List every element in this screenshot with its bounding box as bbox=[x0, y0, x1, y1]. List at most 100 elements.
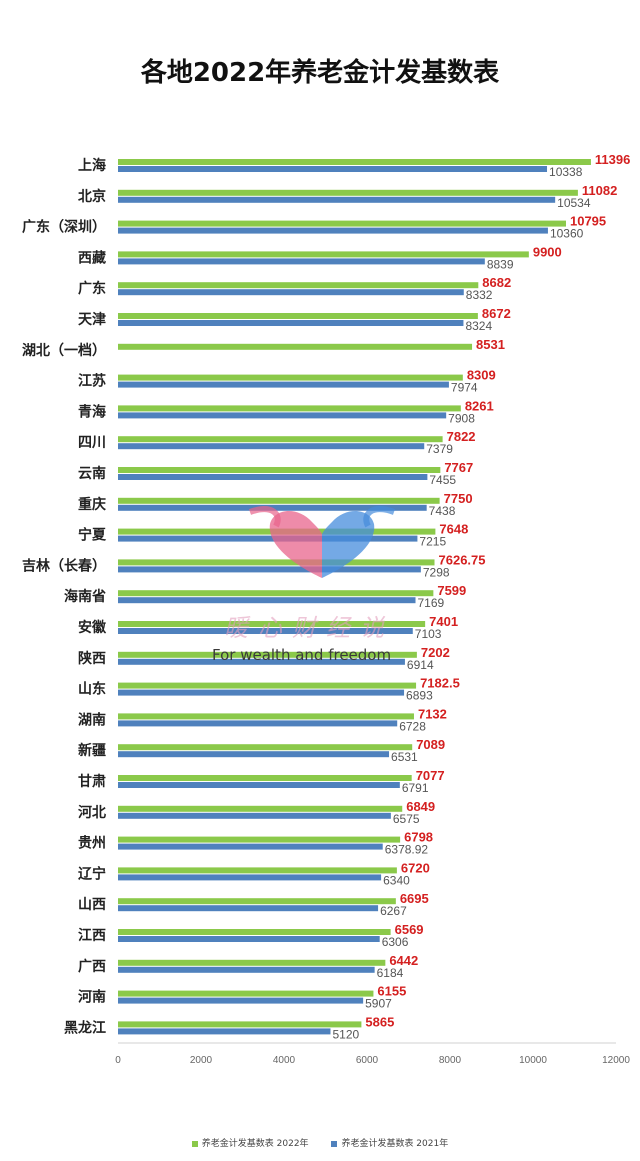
x-tick-label: 6000 bbox=[356, 1055, 379, 1066]
data-label-2022: 7626.75 bbox=[439, 552, 486, 567]
category-label: 山东 bbox=[78, 681, 106, 698]
bar-2021 bbox=[118, 751, 390, 758]
bar-2022 bbox=[118, 959, 386, 966]
data-label-2021: 6791 bbox=[402, 781, 429, 795]
bar-2021 bbox=[118, 196, 556, 203]
bar-2021 bbox=[118, 874, 382, 881]
category-label: 黑龙江 bbox=[64, 1019, 106, 1036]
category-label: 海南省 bbox=[64, 588, 106, 605]
bar-2022 bbox=[118, 590, 434, 597]
bar-2021 bbox=[118, 905, 379, 912]
category-label: 辽宁 bbox=[78, 865, 106, 882]
data-label-2022: 5865 bbox=[365, 1014, 394, 1029]
data-label-2021: 6306 bbox=[382, 935, 409, 949]
data-label-2022: 6442 bbox=[389, 953, 418, 968]
category-label: 贵州 bbox=[78, 835, 106, 852]
data-label-2022: 8261 bbox=[465, 398, 494, 413]
x-tick-label: 4000 bbox=[273, 1055, 296, 1066]
data-label-2021: 10360 bbox=[550, 227, 584, 241]
data-label-2022: 7599 bbox=[437, 583, 466, 598]
data-label-2021: 7438 bbox=[429, 504, 456, 518]
data-label-2022: 7401 bbox=[429, 614, 458, 629]
bar-2022 bbox=[118, 651, 417, 658]
category-label: 云南 bbox=[78, 465, 106, 482]
category-label: 湖南 bbox=[78, 711, 106, 728]
bar-2022 bbox=[118, 405, 461, 412]
bar-2022 bbox=[118, 836, 401, 843]
bar-2022 bbox=[118, 189, 578, 196]
bar-2022 bbox=[118, 313, 478, 319]
legend-label-2021: 养老金计发基数表 2021年 bbox=[341, 1139, 449, 1149]
bar-2022 bbox=[118, 867, 397, 874]
data-label-2022: 7648 bbox=[439, 522, 468, 537]
category-label: 广东 bbox=[78, 280, 106, 297]
data-label-2021: 7169 bbox=[418, 596, 445, 610]
data-label-2022: 7750 bbox=[444, 491, 473, 506]
category-label: 天津 bbox=[78, 311, 106, 328]
category-label: 广西 bbox=[78, 958, 106, 975]
category-label: 陕西 bbox=[78, 650, 106, 667]
bar-2021 bbox=[118, 1028, 331, 1035]
bar-2022 bbox=[118, 713, 414, 720]
bar-2021 bbox=[118, 782, 400, 788]
data-label-2021: 10534 bbox=[557, 196, 591, 210]
data-label-2022: 10795 bbox=[570, 214, 606, 229]
category-label: 吉林（长春） bbox=[22, 557, 106, 574]
x-tick-label: 10000 bbox=[519, 1055, 547, 1066]
bar-2021 bbox=[118, 166, 548, 172]
x-tick-label: 2000 bbox=[190, 1055, 213, 1066]
data-label-2022: 9900 bbox=[533, 244, 562, 259]
data-label-2021: 7908 bbox=[448, 411, 475, 425]
category-label: 湖北（一档） bbox=[22, 342, 106, 359]
bar-2022 bbox=[118, 744, 413, 751]
bar-2022 bbox=[118, 1021, 362, 1028]
bar-2021 bbox=[118, 997, 364, 1004]
data-label-2021: 7379 bbox=[426, 442, 453, 456]
bar-2022 bbox=[118, 497, 440, 504]
category-label: 江苏 bbox=[78, 373, 106, 390]
bar-2021 bbox=[118, 535, 418, 542]
data-label-2021: 8839 bbox=[487, 257, 514, 271]
data-label-2022: 11082 bbox=[582, 183, 617, 198]
data-label-2021: 6340 bbox=[383, 873, 410, 887]
category-label: 河南 bbox=[78, 989, 106, 1006]
bar-2021 bbox=[118, 504, 427, 511]
category-label: 安徽 bbox=[78, 619, 107, 636]
bar-2021 bbox=[118, 412, 447, 419]
legend: 养老金计发基数表 2022年 养老金计发基数表 2021年 bbox=[0, 1136, 640, 1149]
bar-2021 bbox=[118, 658, 405, 665]
category-label: 广东（深圳） bbox=[22, 219, 106, 236]
category-label: 江西 bbox=[78, 927, 106, 944]
bar-2022 bbox=[118, 436, 443, 443]
bar-2021 bbox=[118, 381, 449, 388]
data-label-2022: 6798 bbox=[404, 830, 433, 845]
bars bbox=[118, 159, 591, 1035]
data-label-2021: 8332 bbox=[466, 288, 493, 302]
category-label: 宁夏 bbox=[78, 527, 107, 544]
category-label: 北京 bbox=[78, 188, 106, 205]
bar-2021 bbox=[118, 628, 413, 634]
category-label: 青海 bbox=[78, 403, 106, 420]
bar-2021 bbox=[118, 289, 464, 296]
data-label-2022: 7077 bbox=[416, 768, 445, 783]
data-label-2021: 7215 bbox=[419, 535, 446, 549]
data-label-2022: 8531 bbox=[476, 337, 505, 352]
legend-label-2022: 养老金计发基数表 2022年 bbox=[201, 1139, 309, 1149]
data-label-2021: 6531 bbox=[391, 750, 418, 764]
bar-2022 bbox=[118, 559, 435, 566]
data-label-2021: 5120 bbox=[332, 1027, 359, 1041]
legend-item-2021: 养老金计发基数表 2021年 bbox=[331, 1136, 448, 1149]
data-label-2022: 8309 bbox=[467, 368, 496, 383]
x-axis: 0 2000 4000 6000 8000 10000 12000 bbox=[115, 1042, 630, 1066]
bar-2021 bbox=[118, 320, 464, 326]
data-label-2022: 8672 bbox=[482, 306, 511, 321]
category-label: 西藏 bbox=[78, 249, 106, 266]
bar-2022 bbox=[118, 220, 566, 227]
legend-swatch-2021 bbox=[331, 1140, 338, 1147]
bar-2021 bbox=[118, 566, 421, 573]
data-label-2021: 10338 bbox=[549, 165, 583, 179]
data-label-2022: 6695 bbox=[400, 891, 429, 906]
data-label-2021: 6575 bbox=[393, 812, 420, 826]
bar-2021 bbox=[118, 227, 548, 234]
